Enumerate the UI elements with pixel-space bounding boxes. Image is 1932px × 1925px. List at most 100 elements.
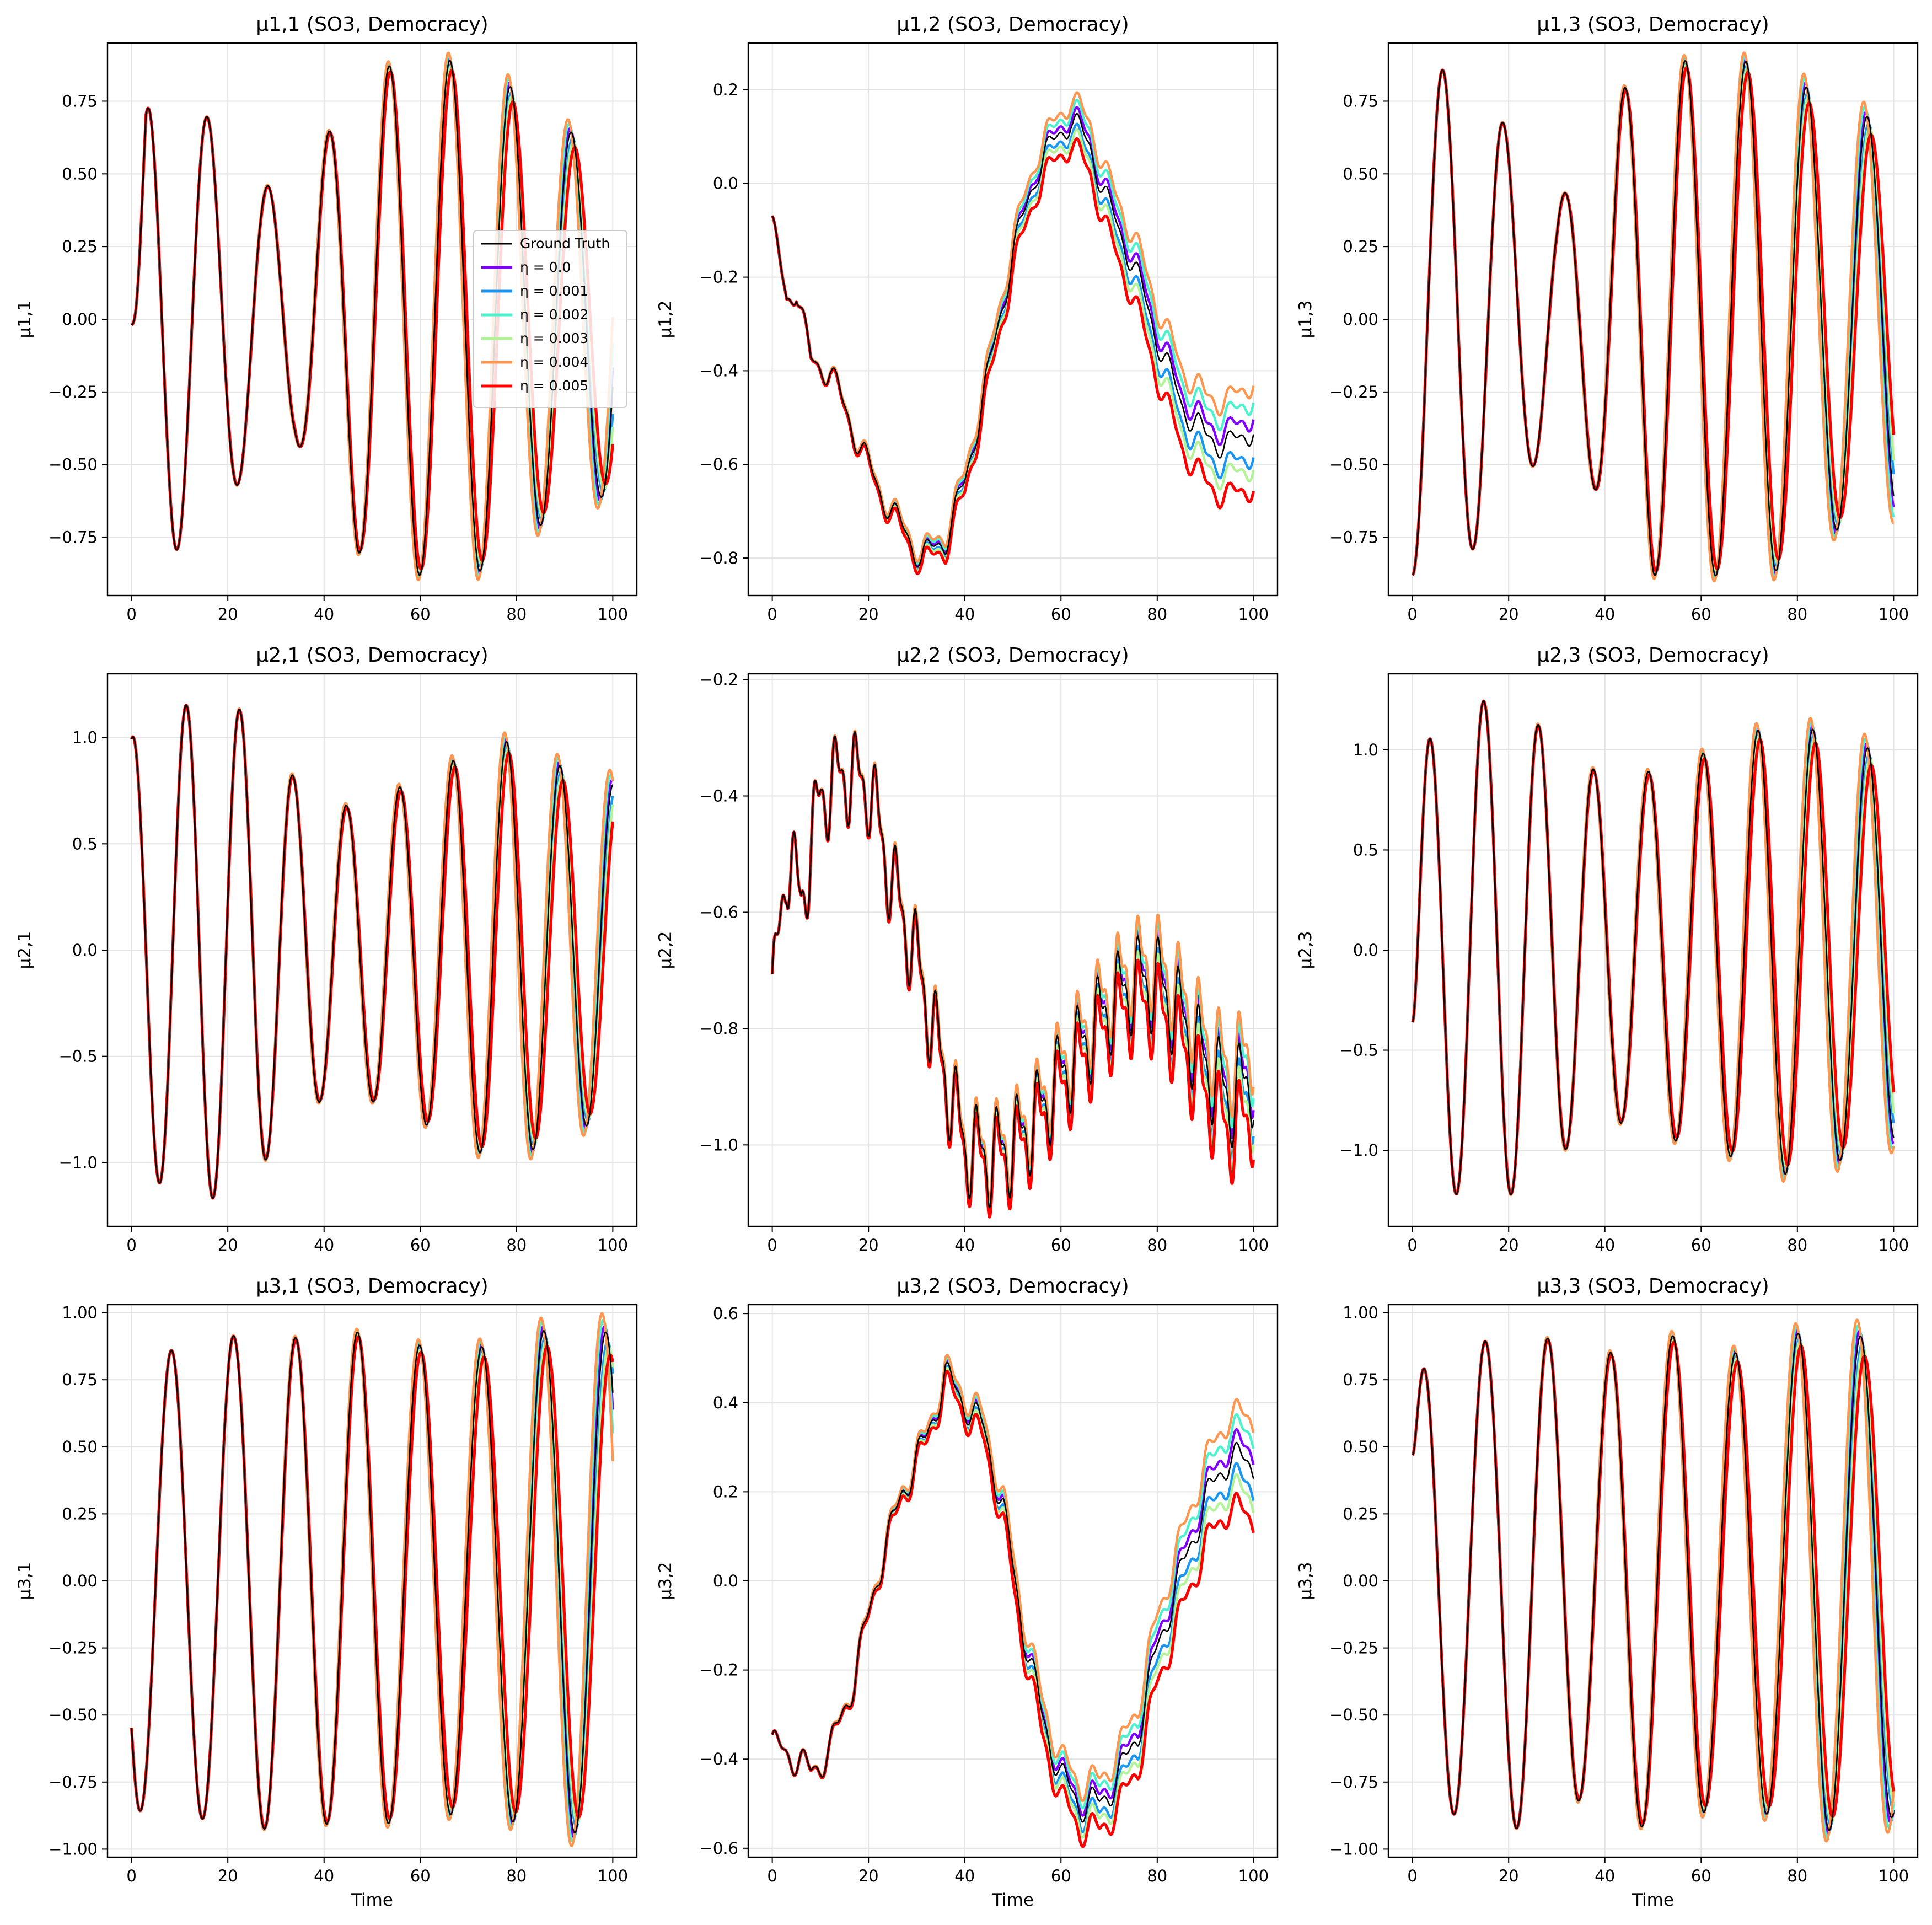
series-group bbox=[130, 51, 614, 582]
legend: Ground Truth η = 0.0 η = 0.001 η = 0.002 η =… bbox=[473, 230, 627, 408]
y-axis-label: μ2,3 bbox=[1296, 931, 1316, 969]
y-tick-label: −0.50 bbox=[1329, 455, 1378, 474]
y-tick-label: −1.0 bbox=[700, 1135, 738, 1154]
series-line-eta-2 bbox=[130, 704, 614, 1200]
x-tick-label: 80 bbox=[1787, 1236, 1807, 1254]
x-tick-label: 100 bbox=[1238, 1867, 1269, 1885]
y-tick-label: −0.4 bbox=[700, 361, 738, 380]
y-axis-label: μ3,1 bbox=[15, 1562, 35, 1600]
y-tick-label: −0.6 bbox=[700, 903, 738, 921]
x-tick-label: 20 bbox=[218, 1236, 238, 1254]
x-tick-label: 60 bbox=[1051, 1236, 1071, 1254]
panel-4: 0 20 40 60 80 100 −1.0 −0.5 0.0 0.5 1.0 μ2,1 (SO3, … bbox=[15, 644, 638, 1254]
x-tick-label: 0 bbox=[767, 1867, 777, 1885]
panel-2: 0 20 40 60 80 100 −0.8 −0.6 −0.4 −0.2 0.0 0.2 μ1,2 (… bbox=[656, 13, 1279, 624]
y-tick-label: −0.50 bbox=[49, 455, 98, 474]
series-line-eta-3 bbox=[130, 704, 614, 1200]
legend-entry: η = 0.002 bbox=[520, 307, 588, 323]
series-line-eta-5 bbox=[771, 91, 1255, 563]
series-line-ground-truth bbox=[771, 112, 1254, 568]
y-tick-label: 0.25 bbox=[1343, 237, 1378, 256]
y-tick-label: 0.25 bbox=[1343, 1504, 1378, 1523]
y-tick-label: −0.2 bbox=[700, 1661, 738, 1680]
y-tick-label: 0.25 bbox=[62, 1504, 98, 1523]
x-tick-label: 100 bbox=[1879, 1236, 1909, 1254]
y-tick-label: −0.75 bbox=[49, 528, 98, 547]
y-tick-label: 0.5 bbox=[1353, 840, 1378, 859]
y-tick-label: −1.00 bbox=[1329, 1840, 1378, 1858]
y-tick-label: −0.75 bbox=[1329, 1773, 1378, 1792]
legend-entry: η = 0.004 bbox=[520, 354, 588, 370]
x-tick-label: 40 bbox=[1595, 605, 1615, 624]
x-tick-label: 20 bbox=[858, 605, 879, 624]
x-tick-label: 0 bbox=[126, 1236, 136, 1254]
y-tick-label: 0.50 bbox=[62, 1438, 98, 1456]
series-line-eta-1 bbox=[130, 704, 614, 1200]
y-axis-label: μ2,1 bbox=[15, 931, 35, 969]
series-line-eta-6 bbox=[130, 704, 614, 1200]
chart-title: μ1,3 (SO3, Democracy) bbox=[1537, 13, 1769, 36]
x-tick-label: 80 bbox=[1147, 605, 1167, 624]
x-tick-label: 40 bbox=[954, 1867, 975, 1885]
y-tick-label: 0.00 bbox=[1343, 310, 1378, 329]
legend-entry: η = 0.001 bbox=[520, 283, 588, 299]
series-line-eta-2 bbox=[771, 122, 1255, 571]
y-tick-label: 0.75 bbox=[62, 92, 98, 110]
panel-3: 0 20 40 60 80 100 −0.75 −0.50 −0.25 0.00 0.25 0.50 0… bbox=[1296, 13, 1919, 624]
series-line-eta-3 bbox=[771, 98, 1255, 565]
series-line-eta-4 bbox=[771, 128, 1255, 573]
x-tick-label: 0 bbox=[126, 1867, 136, 1885]
y-tick-label: 0.4 bbox=[713, 1393, 738, 1412]
x-tick-label: 100 bbox=[598, 605, 628, 624]
y-tick-label: 0.0 bbox=[713, 174, 738, 193]
series-group bbox=[1411, 1318, 1895, 1843]
series-line-ground-truth bbox=[771, 731, 1254, 1209]
chart-title: μ2,3 (SO3, Democracy) bbox=[1537, 644, 1769, 667]
series-group bbox=[130, 1312, 614, 1847]
chart-title: μ3,3 (SO3, Democracy) bbox=[1537, 1275, 1769, 1297]
panel-9: 0 20 40 60 80 100 −1.00 −0.75 −0.50 −0.25 0.00 0.25… bbox=[1296, 1275, 1919, 1910]
y-tick-label: −0.2 bbox=[700, 268, 738, 287]
y-tick-label: −0.6 bbox=[700, 455, 738, 474]
y-tick-label: 0.0 bbox=[72, 941, 98, 959]
x-tick-label: 40 bbox=[314, 1236, 334, 1254]
series-group bbox=[771, 729, 1255, 1219]
y-tick-label: −0.50 bbox=[49, 1706, 98, 1724]
y-tick-label: 0.0 bbox=[713, 1572, 738, 1590]
x-axis-label: Time bbox=[991, 1890, 1034, 1910]
x-tick-label: 40 bbox=[314, 605, 334, 624]
y-tick-label: 1.0 bbox=[72, 728, 98, 747]
y-axis-label: μ1,2 bbox=[656, 300, 675, 338]
series-group bbox=[130, 704, 614, 1200]
x-tick-label: 100 bbox=[1879, 1867, 1909, 1885]
x-tick-label: 20 bbox=[218, 1867, 238, 1885]
x-tick-label: 0 bbox=[1407, 1867, 1417, 1885]
y-tick-label: 1.0 bbox=[1353, 741, 1378, 759]
x-tick-label: 60 bbox=[1691, 1236, 1711, 1254]
x-axis-label: Time bbox=[1632, 1890, 1674, 1910]
x-tick-label: 20 bbox=[1499, 1867, 1519, 1885]
legend-entry: Ground Truth bbox=[520, 235, 610, 251]
series-line-eta-5 bbox=[130, 704, 614, 1200]
chart-title: μ2,2 (SO3, Democracy) bbox=[897, 644, 1129, 667]
series-line-ground-truth bbox=[771, 1361, 1254, 1823]
series-line-eta-6 bbox=[771, 137, 1255, 575]
panel-8: 0 20 40 60 80 100 −0.6 −0.4 −0.2 0.0 0.2 0.4 0.6 μ3,2… bbox=[656, 1275, 1279, 1910]
x-tick-label: 60 bbox=[410, 605, 431, 624]
y-tick-label: −0.8 bbox=[700, 549, 738, 567]
y-tick-label: 0.5 bbox=[72, 834, 98, 853]
x-tick-label: 40 bbox=[954, 1236, 975, 1254]
axes-frame bbox=[747, 673, 1279, 1227]
y-tick-label: −0.4 bbox=[700, 786, 738, 805]
series-line-eta-6 bbox=[771, 1370, 1255, 1848]
y-tick-label: 0.75 bbox=[62, 1370, 98, 1389]
x-tick-label: 100 bbox=[1879, 605, 1909, 624]
series-line-eta-6 bbox=[1411, 700, 1895, 1196]
chart-title: μ1,1 (SO3, Democracy) bbox=[256, 13, 488, 36]
x-tick-label: 60 bbox=[1691, 605, 1711, 624]
series-line-ground-truth bbox=[1412, 60, 1895, 577]
x-tick-label: 0 bbox=[126, 605, 136, 624]
x-tick-label: 40 bbox=[1595, 1236, 1615, 1254]
x-tick-label: 20 bbox=[1499, 1236, 1519, 1254]
